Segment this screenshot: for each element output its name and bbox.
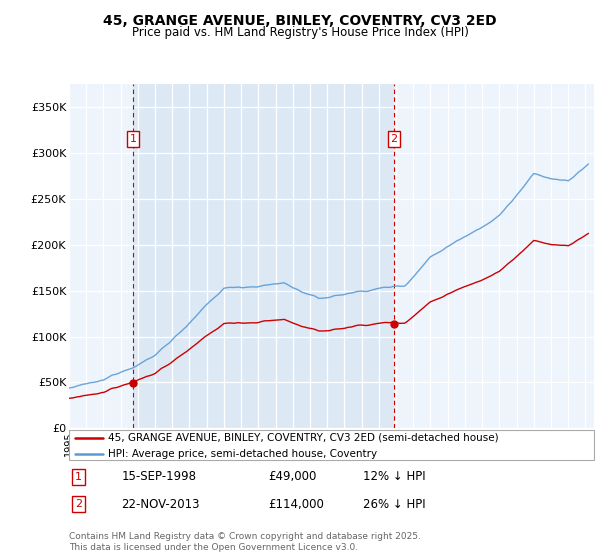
- Text: 45, GRANGE AVENUE, BINLEY, COVENTRY, CV3 2ED: 45, GRANGE AVENUE, BINLEY, COVENTRY, CV3…: [103, 14, 497, 28]
- Text: Price paid vs. HM Land Registry's House Price Index (HPI): Price paid vs. HM Land Registry's House …: [131, 26, 469, 39]
- Bar: [133, 84, 394, 428]
- Text: £49,000: £49,000: [269, 470, 317, 483]
- Text: 15-SEP-1998: 15-SEP-1998: [121, 470, 197, 483]
- FancyBboxPatch shape: [69, 430, 594, 460]
- Text: £114,000: £114,000: [269, 498, 325, 511]
- Text: HPI: Average price, semi-detached house, Coventry: HPI: Average price, semi-detached house,…: [109, 449, 377, 459]
- Text: 45, GRANGE AVENUE, BINLEY, COVENTRY, CV3 2ED (semi-detached house): 45, GRANGE AVENUE, BINLEY, COVENTRY, CV3…: [109, 432, 499, 442]
- Text: 1: 1: [75, 472, 82, 482]
- Text: 26% ↓ HPI: 26% ↓ HPI: [363, 498, 425, 511]
- Text: Contains HM Land Registry data © Crown copyright and database right 2025.
This d: Contains HM Land Registry data © Crown c…: [69, 533, 421, 552]
- Text: 22-NOV-2013: 22-NOV-2013: [121, 498, 200, 511]
- Text: 12% ↓ HPI: 12% ↓ HPI: [363, 470, 425, 483]
- Text: 2: 2: [391, 134, 398, 144]
- Text: 2: 2: [75, 500, 82, 509]
- Text: 1: 1: [130, 134, 136, 144]
